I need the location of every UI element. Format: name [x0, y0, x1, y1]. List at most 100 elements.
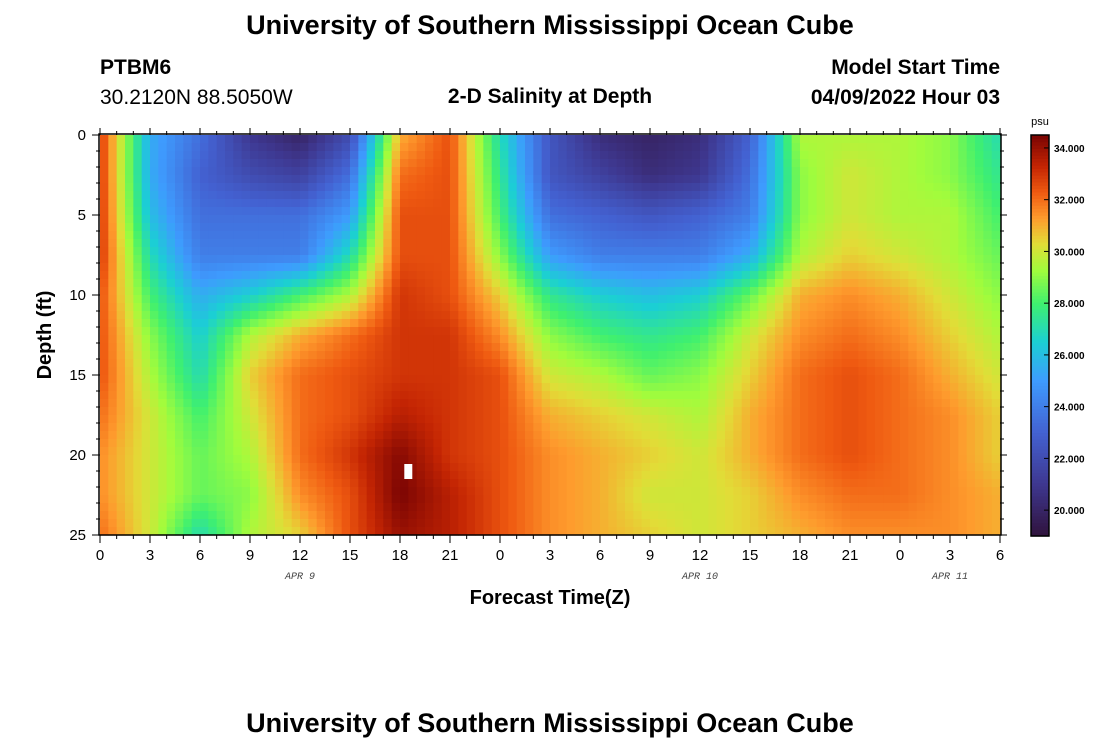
heatmap-cell — [133, 367, 143, 376]
heatmap-cell — [383, 415, 393, 424]
heatmap-cell — [250, 415, 259, 424]
heatmap-cell — [800, 271, 809, 280]
heatmap-cell — [883, 199, 893, 208]
heatmap-cell — [666, 151, 676, 160]
heatmap-cell — [600, 439, 609, 448]
heatmap-cell — [675, 255, 684, 264]
heatmap-cell — [341, 479, 351, 488]
heatmap-cell — [741, 495, 751, 504]
heatmap-cell — [975, 271, 984, 280]
heatmap-cell — [891, 367, 901, 376]
heatmap-cell — [500, 239, 509, 248]
heatmap-cell — [741, 271, 751, 280]
heatmap-cell — [300, 399, 309, 408]
heatmap-cell — [616, 487, 626, 496]
heatmap-cell — [658, 415, 668, 424]
heatmap-cell — [333, 311, 343, 320]
heatmap-cell — [791, 383, 801, 392]
heatmap-cell — [283, 263, 293, 272]
heatmap-cell — [908, 151, 918, 160]
heatmap-cell — [900, 327, 909, 336]
heatmap-cell — [450, 191, 459, 200]
heatmap-cell — [308, 335, 318, 344]
heatmap-cell — [916, 383, 926, 392]
heatmap-cell — [975, 479, 984, 488]
heatmap-cell — [158, 407, 168, 416]
heatmap-cell — [658, 351, 668, 360]
heatmap-cell — [358, 335, 368, 344]
heatmap-cell — [616, 175, 626, 184]
heatmap-cell — [550, 167, 559, 176]
heatmap-cell — [841, 279, 851, 288]
heatmap-cell — [200, 319, 209, 328]
heatmap-cell — [216, 503, 226, 512]
heatmap-cell — [366, 271, 376, 280]
heatmap-cell — [191, 487, 201, 496]
heatmap-cell — [358, 439, 368, 448]
heatmap-cell — [758, 367, 768, 376]
heatmap-cell — [683, 247, 693, 256]
heatmap-cell — [925, 183, 934, 192]
heatmap-cell — [925, 351, 934, 360]
heatmap-cell — [266, 503, 276, 512]
heatmap-cell — [933, 159, 943, 168]
heatmap-cell — [366, 311, 376, 320]
heatmap-cell — [341, 255, 351, 264]
heatmap-cell — [250, 191, 259, 200]
heatmap-cell — [541, 151, 551, 160]
heatmap-cell — [591, 159, 601, 168]
heatmap-cell — [808, 447, 818, 456]
heatmap-cell — [500, 167, 509, 176]
heatmap-cell — [575, 375, 584, 384]
heatmap-cell — [450, 399, 459, 408]
heatmap-cell — [658, 359, 668, 368]
heatmap-cell — [300, 335, 309, 344]
heatmap-cell — [608, 471, 618, 480]
heatmap-cell — [833, 159, 843, 168]
heatmap-cell — [466, 191, 476, 200]
heatmap-cell — [991, 255, 1001, 264]
heatmap-cell — [525, 407, 534, 416]
heatmap-cell — [500, 487, 509, 496]
heatmap-cell — [908, 431, 918, 440]
heatmap-cell — [450, 407, 459, 416]
heatmap-cell — [391, 167, 401, 176]
heatmap-cell — [733, 175, 743, 184]
heatmap-cell — [316, 319, 326, 328]
heatmap-cell — [416, 271, 426, 280]
heatmap-cell — [375, 439, 384, 448]
heatmap-cell — [233, 343, 243, 352]
heatmap-cell — [650, 463, 659, 472]
heatmap-cell — [225, 447, 234, 456]
heatmap-cell — [108, 215, 118, 224]
heatmap-cell — [258, 191, 268, 200]
heatmap-cell — [825, 391, 834, 400]
heatmap-cell — [916, 367, 926, 376]
heatmap-cell — [208, 471, 218, 480]
heatmap-cell — [766, 271, 776, 280]
heatmap-cell — [250, 239, 259, 248]
heatmap-cell — [658, 335, 668, 344]
heatmap-cell — [683, 303, 693, 312]
heatmap-cell — [600, 351, 609, 360]
heatmap-cell — [858, 479, 868, 488]
heatmap-cell — [966, 359, 976, 368]
heatmap-cell — [891, 399, 901, 408]
heatmap-cell — [750, 367, 759, 376]
heatmap-cell — [566, 151, 576, 160]
heatmap-cell — [941, 183, 951, 192]
heatmap-cell — [758, 495, 768, 504]
heatmap-cell — [366, 351, 376, 360]
heatmap-cell — [566, 303, 576, 312]
heatmap-cell — [916, 191, 926, 200]
heatmap-cell — [691, 335, 701, 344]
heatmap-cell — [200, 415, 209, 424]
heatmap-cell — [708, 487, 718, 496]
heatmap-cell — [166, 167, 176, 176]
heatmap-cell — [616, 183, 626, 192]
heatmap-cell — [908, 447, 918, 456]
heatmap-cell — [433, 207, 443, 216]
heatmap-cell — [808, 311, 818, 320]
heatmap-cell — [975, 391, 984, 400]
heatmap-cell — [550, 431, 559, 440]
